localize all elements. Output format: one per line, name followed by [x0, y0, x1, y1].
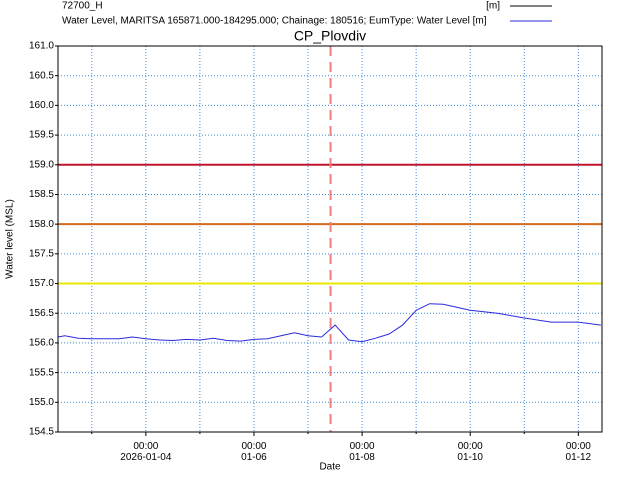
y-tick-label: 155.5 [29, 367, 54, 378]
y-tick-label: 158.0 [29, 219, 54, 230]
y-tick-label: 160.5 [29, 70, 54, 81]
x-tick-label: 00:00 01-12 [566, 441, 592, 463]
y-tick-label: 157.0 [29, 278, 54, 289]
y-tick-label: 160.0 [29, 100, 54, 111]
x-tick-label: 00:00 01-10 [457, 441, 483, 463]
y-tick-label: 159.5 [29, 130, 54, 141]
y-axis-label: Water level (MSL) [5, 199, 16, 279]
y-tick-label: 156.5 [29, 308, 54, 319]
y-tick-label: 155.0 [29, 397, 54, 408]
chart-title: CP_Plovdiv [294, 28, 366, 44]
y-tick-label: 161.0 [29, 41, 54, 52]
x-axis-label: Date [319, 462, 341, 473]
x-tick-label: 00:00 01-06 [241, 441, 267, 463]
y-tick-label: 158.5 [29, 189, 54, 200]
y-tick-label: 157.5 [29, 248, 54, 259]
x-tick-label: 00:00 01-08 [349, 441, 375, 463]
y-tick-label: 156.0 [29, 338, 54, 349]
x-tick-label: 00:00 2026-01-04 [120, 441, 172, 463]
legend-label: Water Level, MARITSA 165871.000-184295.0… [62, 16, 487, 27]
series-line [57, 303, 601, 343]
legend-unit: [m] [486, 1, 500, 12]
legend-label: 72700_H [62, 1, 103, 12]
y-tick-label: 154.5 [29, 427, 54, 438]
plot-frame [57, 45, 603, 433]
y-tick-label: 159.0 [29, 159, 54, 170]
